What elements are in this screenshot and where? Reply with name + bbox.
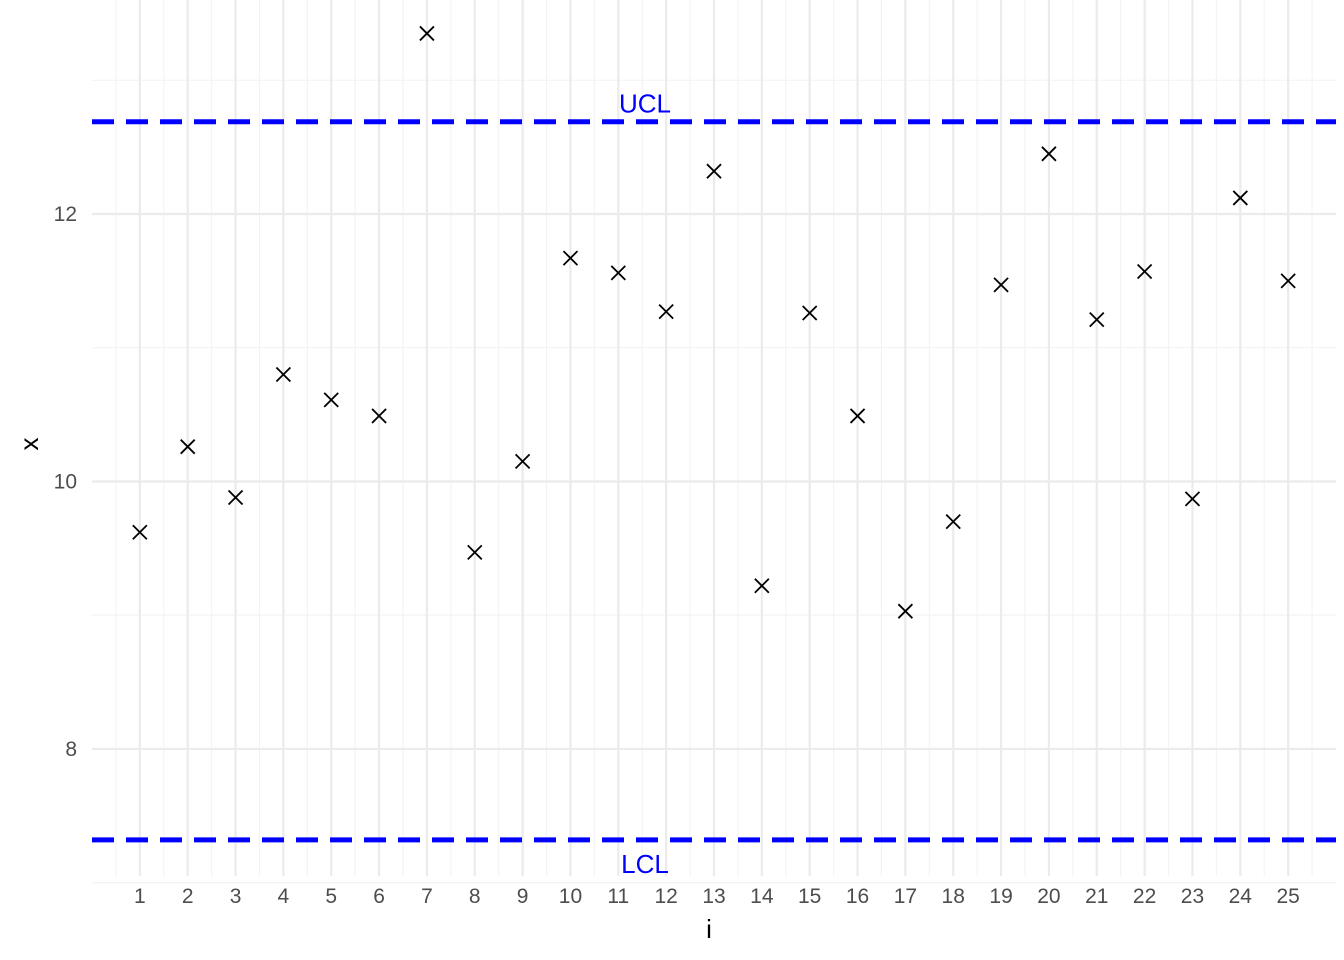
lcl-label: LCL <box>621 849 669 879</box>
data-point <box>1232 190 1248 206</box>
data-point <box>419 25 435 42</box>
y-axis-title: x <box>14 438 44 451</box>
data-point-stroke <box>180 439 196 455</box>
data-point-stroke <box>945 513 961 530</box>
data-point <box>132 524 148 540</box>
data-point <box>323 392 339 408</box>
data-point-stroke <box>132 524 148 540</box>
x-tick-label: 23 <box>1181 885 1204 908</box>
data-point <box>754 578 770 594</box>
x-tick-label: 9 <box>517 885 529 908</box>
y-tick-labels: 8 10 12 <box>54 203 77 761</box>
data-point <box>706 163 722 179</box>
data-point-stroke <box>658 303 674 320</box>
data-point-stroke <box>1184 491 1201 507</box>
data-point <box>1136 263 1153 280</box>
x-tick-label: 14 <box>750 885 774 908</box>
x-tick-label: 7 <box>421 885 433 908</box>
data-point <box>610 265 626 281</box>
data-point <box>897 603 914 619</box>
data-point <box>1089 312 1105 328</box>
ucl-label: UCL <box>619 89 671 119</box>
data-point-stroke <box>227 489 244 506</box>
x-tick-label: 15 <box>798 885 821 908</box>
data-point <box>945 513 961 530</box>
data-point <box>514 453 531 470</box>
minor-gridlines <box>92 0 1336 884</box>
y-tick-label: 8 <box>65 738 77 761</box>
data-point <box>802 305 818 321</box>
data-point <box>993 277 1009 293</box>
x-tick-label: 22 <box>1133 885 1156 908</box>
x-tick-label: 8 <box>469 885 481 908</box>
data-point-stroke <box>754 578 770 594</box>
data-point-stroke <box>467 544 483 560</box>
x-tick-label: 4 <box>278 885 290 908</box>
x-tick-label: 16 <box>846 885 869 908</box>
data-point-stroke <box>1232 190 1248 206</box>
data-point-stroke <box>275 366 292 383</box>
data-point-stroke <box>371 408 387 424</box>
data-point-stroke <box>1089 312 1105 328</box>
data-point <box>562 250 579 266</box>
x-tick-label: 18 <box>942 885 965 908</box>
x-tick-label: 25 <box>1276 885 1299 908</box>
data-point-stroke <box>706 163 722 179</box>
data-point <box>371 408 387 424</box>
x-tick-label: 10 <box>559 885 582 908</box>
data-point <box>180 439 196 455</box>
y-tick-label: 12 <box>54 203 77 226</box>
x-tick-label: 13 <box>702 885 725 908</box>
x-tick-label: 1 <box>134 885 146 908</box>
data-point-stroke <box>419 25 435 42</box>
data-point <box>275 366 292 383</box>
data-point-stroke <box>993 277 1009 293</box>
data-point <box>1041 146 1057 162</box>
data-point <box>227 489 244 506</box>
x-tick-label: 3 <box>230 885 242 908</box>
data-point-stroke <box>514 453 531 470</box>
data-point-stroke <box>802 305 818 321</box>
x-tick-label: 24 <box>1229 885 1253 908</box>
data-point <box>1280 273 1296 289</box>
x-tick-label: 20 <box>1037 885 1060 908</box>
data-point <box>849 408 866 424</box>
x-tick-label: 19 <box>989 885 1012 908</box>
x-tick-label: 17 <box>894 885 917 908</box>
data-point-stroke <box>1136 263 1153 280</box>
major-gridlines <box>92 0 1336 876</box>
x-axis-title: i <box>706 914 712 944</box>
x-tick-labels: 1 2 3 4 5 6 7 8 9 10 11 12 13 14 15 16 17 18 19 20 21 22 23 24 2… <box>134 885 1300 908</box>
data-point-stroke <box>610 265 626 281</box>
data-point-stroke <box>562 250 579 266</box>
data-point-stroke <box>897 603 914 619</box>
data-point-stroke <box>1041 146 1057 162</box>
control-limit-lines: UCL LCL <box>92 89 1336 879</box>
x-tick-label: 12 <box>654 885 677 908</box>
data-point-stroke <box>849 408 866 424</box>
data-points <box>132 25 1296 619</box>
x-tick-label: 5 <box>325 885 337 908</box>
data-point-stroke <box>1280 273 1296 289</box>
data-point <box>467 544 483 560</box>
x-tick-label: 6 <box>373 885 385 908</box>
data-point <box>1184 491 1201 507</box>
x-tick-label: 21 <box>1085 885 1108 908</box>
y-tick-label: 10 <box>54 470 77 493</box>
data-point-stroke <box>323 392 339 408</box>
x-tick-label: 2 <box>182 885 194 908</box>
x-tick-label: 11 <box>607 885 629 908</box>
data-point <box>658 303 674 320</box>
